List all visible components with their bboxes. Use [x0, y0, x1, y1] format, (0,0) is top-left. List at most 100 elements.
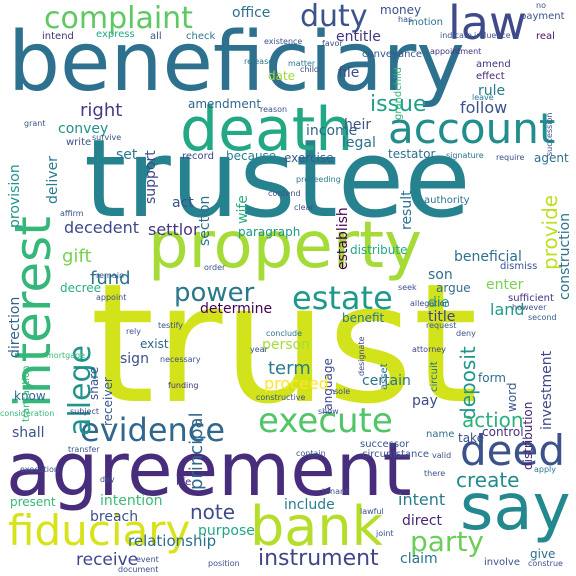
word-benefit: benefit	[342, 311, 385, 325]
word-section: section	[197, 195, 213, 246]
word-express: express	[96, 29, 135, 40]
word-testator: testator	[388, 147, 436, 161]
word-release: release	[244, 57, 274, 66]
word-convey: convey	[58, 121, 109, 137]
word-agent: agent	[534, 151, 569, 165]
word-record: record	[182, 151, 214, 162]
word-instrument: instrument	[258, 546, 379, 571]
word-investment: investment	[539, 350, 555, 430]
word-deed: deed	[460, 426, 565, 475]
word-transfer: transfer	[68, 445, 100, 454]
word-income: income	[306, 123, 358, 139]
word-agreement: agreement	[6, 427, 412, 513]
word-affirm: affirm	[60, 209, 84, 218]
word-gift: gift	[62, 246, 92, 267]
word-fiduciary: fiduciary	[8, 506, 191, 555]
word-person: person	[262, 337, 310, 353]
word-proceed: proceed	[264, 374, 329, 393]
word-purpose: purpose	[198, 523, 255, 539]
word-day: day	[100, 475, 115, 484]
word-appoint: appoint	[96, 293, 127, 302]
word-power: power	[174, 278, 255, 308]
word-deliver: deliver	[45, 156, 61, 204]
word-grant: grant	[24, 119, 46, 128]
word-reason: reason	[260, 105, 288, 114]
word-signature: signature	[446, 151, 484, 160]
word-testify: testify	[158, 321, 183, 330]
word-construction: construction	[557, 212, 573, 300]
word-check: check	[186, 31, 216, 42]
word-result: result	[399, 190, 415, 230]
word-estate: estate	[292, 279, 393, 317]
word-right: right	[80, 100, 123, 121]
word-favor: favor	[322, 39, 343, 48]
word-support: support	[143, 150, 159, 204]
word-follow: follow	[460, 98, 508, 117]
word-existence: existence	[264, 37, 303, 46]
word-evidence: evidence	[80, 411, 226, 449]
word-legal: legal	[342, 135, 376, 151]
word-year: year	[250, 345, 268, 354]
word-complaint: complaint	[44, 1, 193, 36]
word-receiver: receiver	[101, 377, 115, 426]
word-settlor: settlor	[148, 220, 200, 239]
word-constructive: constructive	[256, 393, 306, 402]
word-apply: apply	[534, 465, 557, 474]
word-duty: duty	[300, 0, 368, 34]
word-son: son	[428, 267, 453, 283]
word-execution: execution	[20, 465, 59, 474]
word-event: event	[136, 555, 159, 564]
word-involve: involve	[484, 557, 521, 568]
word-authority: authority	[424, 195, 470, 206]
word-execute: execute	[258, 401, 393, 441]
word-claim: claim	[400, 551, 438, 567]
word-however: however	[512, 303, 547, 312]
word-beneficial: beneficial	[454, 249, 522, 265]
word-office: office	[232, 5, 271, 21]
word-entitle: entitle	[336, 29, 381, 45]
word-sole: sole	[334, 387, 351, 396]
word-exercise: exercise	[284, 151, 334, 165]
word-rely: rely	[126, 327, 141, 336]
word-amendment: amendment	[188, 97, 262, 111]
word-say: say	[460, 471, 571, 545]
word-document: document	[118, 565, 159, 574]
word-receive: receive	[76, 550, 139, 570]
word-relationship: relationship	[128, 532, 217, 550]
word-establish: establish	[335, 207, 351, 270]
word-title: title	[428, 309, 456, 325]
word-second: second	[528, 313, 557, 322]
word-include: include	[284, 497, 335, 513]
word-position: position	[208, 559, 240, 568]
word-know: know	[14, 389, 46, 403]
word-distribute: distribute	[350, 243, 408, 257]
word-circumstance: circumstance	[362, 449, 429, 460]
word-beneficiary: beneficiary	[8, 15, 465, 110]
word-child: child	[300, 65, 319, 74]
word-valid: valid	[432, 451, 452, 460]
word-allegation: allegation	[410, 299, 450, 308]
word-seek: seek	[398, 283, 417, 292]
word-contain: contain	[296, 449, 326, 458]
word-sign: sign	[120, 351, 149, 367]
word-provision: provision	[7, 164, 23, 228]
word-construe: construe	[528, 559, 563, 568]
word-shall: shall	[12, 425, 45, 441]
word-word: word	[505, 382, 519, 413]
word-trust: trust	[90, 248, 478, 440]
word-successor: successor	[360, 439, 410, 450]
word-mortgage: mortgage	[46, 351, 86, 360]
word-paragraph: paragraph	[238, 225, 301, 239]
word-funding: funding	[168, 381, 199, 390]
word-control: control	[482, 425, 524, 439]
word-share: share	[87, 366, 101, 400]
word-law: law	[448, 0, 527, 50]
word-dismiss: dismiss	[500, 261, 538, 272]
word-decree: decree	[60, 281, 102, 295]
word-show: show	[318, 407, 339, 416]
word-present: present	[10, 495, 56, 509]
word-there: there	[424, 469, 446, 478]
word-party: party	[410, 525, 484, 558]
word-require: require	[496, 153, 525, 162]
